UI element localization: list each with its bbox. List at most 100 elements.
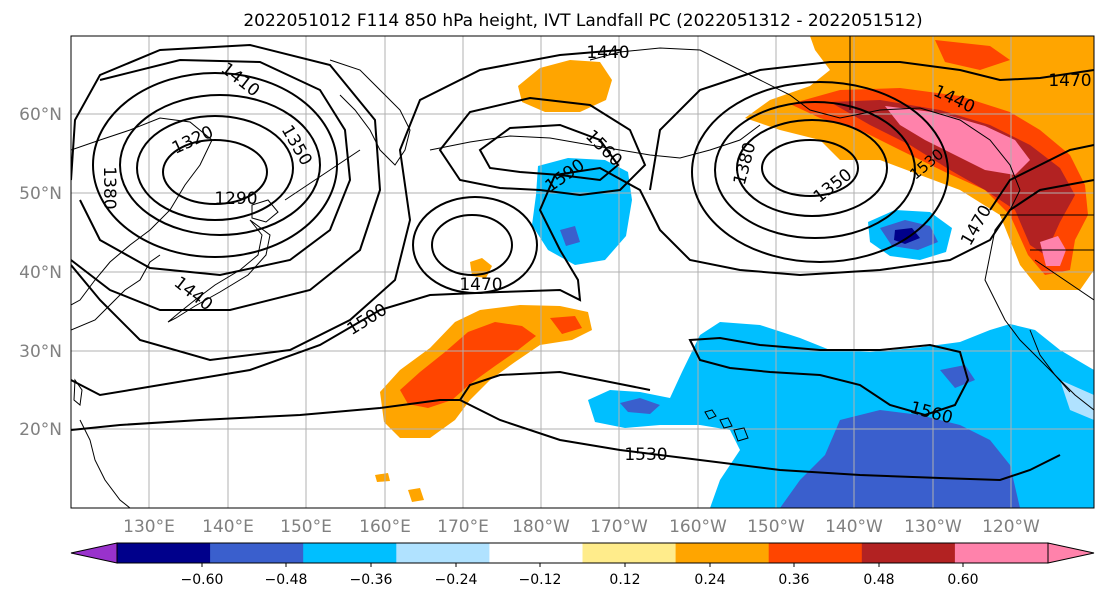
coast-kamchatka bbox=[329, 59, 411, 166]
contour-1380 bbox=[92, 72, 338, 258]
lon-label: 170°E bbox=[437, 517, 489, 537]
ivt-pink-gulf-of-alaska bbox=[885, 106, 1030, 175]
contour-1590 bbox=[478, 123, 620, 182]
contour-1410-east bbox=[714, 101, 916, 239]
ivt-small-positive-hawaii-2 bbox=[375, 473, 390, 482]
lat-label: 30°N bbox=[19, 342, 62, 362]
coast-philippines bbox=[79, 419, 131, 508]
latitude-labels: 60°N 50°N 40°N 30°N 20°N bbox=[19, 105, 62, 440]
colorbar-segment bbox=[210, 543, 304, 563]
colorbar-segment bbox=[303, 543, 397, 563]
lon-label: 170°W bbox=[590, 517, 648, 537]
lon-label: 180°W bbox=[512, 517, 570, 537]
contour-1530 bbox=[71, 399, 1061, 482]
colorbar-segment bbox=[582, 543, 677, 563]
colorbar-segment bbox=[675, 543, 770, 563]
colorbar-left-arrow bbox=[70, 542, 118, 564]
lon-label: 130°W bbox=[904, 517, 962, 537]
ivt-dark-negative-small-1 bbox=[620, 398, 660, 414]
ivt-orange-alaska-north bbox=[935, 40, 1010, 70]
colorbar-tick-label: 0.36 bbox=[778, 572, 809, 588]
longitude-labels: 130°E 140°E 150°E 160°E 170°E 180°W 170°… bbox=[123, 517, 1040, 537]
colorbar-tick-label: −0.60 bbox=[181, 572, 224, 588]
map-panel: 1440 1470 1440 1410 1320 1350 1290 1380 … bbox=[70, 35, 1095, 509]
contour-1470-mid-low bbox=[431, 214, 513, 276]
ivt-dark-red-gulf-of-alaska bbox=[830, 100, 1075, 255]
border-north-america bbox=[849, 36, 1094, 301]
contour-1500-mid-low bbox=[412, 196, 538, 294]
coast-korea-china bbox=[71, 254, 161, 331]
lat-label: 60°N bbox=[19, 105, 62, 125]
lon-label: 140°W bbox=[825, 517, 883, 537]
contour-1350-east bbox=[761, 139, 859, 197]
colorbar: −0.60 −0.48 −0.36 −0.24 −0.12 0.12 0.24 … bbox=[70, 542, 1095, 588]
contour-1290 bbox=[162, 139, 268, 205]
colorbar-segment bbox=[861, 543, 956, 563]
ivt-orange-red-gulf-of-alaska bbox=[790, 88, 1088, 275]
contour-1350 bbox=[119, 94, 321, 236]
contour-label: 1530 bbox=[624, 445, 667, 465]
coast-baja bbox=[1029, 329, 1071, 393]
contour-1530-inner bbox=[459, 370, 651, 401]
colorbar-segment bbox=[489, 543, 583, 563]
gridlines bbox=[71, 36, 1094, 508]
contour-1560-mid bbox=[438, 96, 647, 197]
coast-hawaii bbox=[704, 409, 749, 442]
ivt-orange-red-small bbox=[550, 316, 582, 334]
ivt-shading bbox=[375, 36, 1094, 508]
lon-label: 160°W bbox=[669, 517, 727, 537]
coast-hokkaido bbox=[251, 199, 279, 223]
map-title: 2022051012 F114 850 hPa height, IVT Land… bbox=[243, 11, 922, 31]
lon-label: 140°E bbox=[202, 517, 254, 537]
contour-1410 bbox=[79, 58, 352, 277]
coast-taiwan bbox=[73, 378, 83, 406]
contour-label: 1470 bbox=[459, 275, 502, 295]
contour-1560 bbox=[688, 336, 970, 417]
colorbar-ticks: −0.60 −0.48 −0.36 −0.24 −0.12 0.12 0.24 … bbox=[181, 563, 979, 588]
colorbar-segment bbox=[117, 543, 211, 563]
contour-1320 bbox=[136, 115, 294, 221]
lon-label: 160°E bbox=[359, 517, 411, 537]
colorbar-segment bbox=[768, 543, 863, 563]
contour-label: 1290 bbox=[214, 189, 257, 209]
contour-1500-east bbox=[989, 144, 1094, 211]
ivt-small-positive-hawaii bbox=[408, 488, 424, 502]
colorbar-segments bbox=[117, 543, 1049, 563]
coast-north-america bbox=[984, 189, 1094, 411]
colorbar-segment bbox=[954, 543, 1049, 563]
ivt-deep-negative-off-california bbox=[894, 228, 920, 244]
colorbar-right-arrow bbox=[1047, 542, 1095, 564]
contour-1440-east bbox=[691, 81, 949, 263]
lat-label: 20°N bbox=[19, 420, 62, 440]
contour-label: 1380 bbox=[99, 166, 119, 209]
colorbar-tick-label: −0.36 bbox=[350, 572, 393, 588]
contour-1440-west bbox=[71, 43, 382, 311]
coast-asia bbox=[71, 117, 213, 306]
lon-label: 150°E bbox=[280, 517, 332, 537]
colorbar-tick-label: −0.48 bbox=[265, 572, 308, 588]
lon-label: 150°W bbox=[747, 517, 805, 537]
colorbar-tick-label: 0.48 bbox=[863, 572, 894, 588]
lat-label: 50°N bbox=[19, 184, 62, 204]
ivt-dark-negative-midpacific bbox=[560, 226, 580, 246]
colorbar-tick-label: 0.12 bbox=[609, 572, 640, 588]
lon-label: 130°E bbox=[123, 517, 175, 537]
contour-1380-east bbox=[736, 119, 888, 217]
ivt-orange-red-west-pacific bbox=[400, 322, 536, 408]
contour-1470-east bbox=[649, 61, 1094, 191]
ivt-pink-california bbox=[1040, 236, 1066, 266]
ivt-negative-midpacific bbox=[532, 158, 632, 265]
lon-label: 120°W bbox=[982, 517, 1040, 537]
colorbar-frame bbox=[116, 542, 1049, 564]
contour-1470-west bbox=[71, 49, 621, 362]
coast-japan bbox=[167, 219, 271, 323]
colorbar-tick-label: −0.12 bbox=[519, 572, 562, 588]
lat-label: 40°N bbox=[19, 263, 62, 283]
ivt-dark-negative-subtropical bbox=[780, 410, 1020, 508]
contour-label: 1440 bbox=[586, 43, 629, 63]
contour-1500-west bbox=[71, 166, 1094, 397]
contour-label: 1470 bbox=[1048, 71, 1091, 91]
colorbar-tick-label: 0.24 bbox=[694, 572, 725, 588]
